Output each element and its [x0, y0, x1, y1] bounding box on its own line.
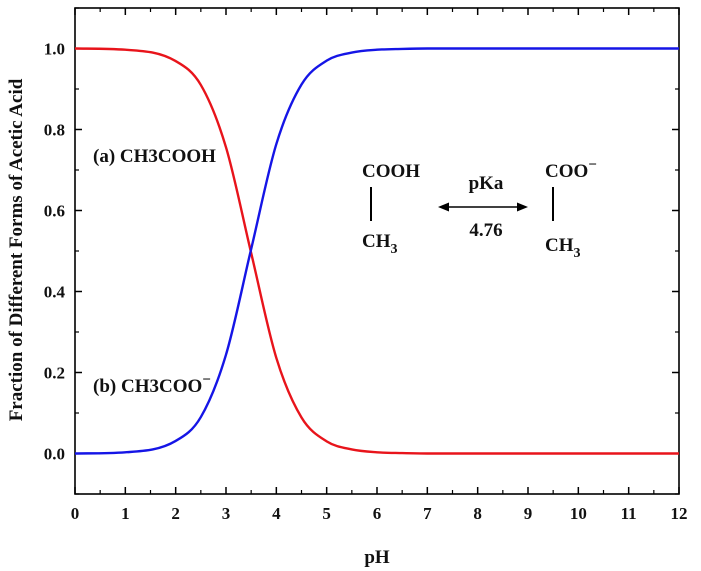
series-b-label-suffix: COO	[159, 376, 202, 397]
series-line-ch3cooh	[74, 47, 679, 455]
base-form-bottom: CH3	[545, 235, 581, 261]
x-tick-label: 2	[171, 504, 180, 523]
base-form-bottom-sub: 3	[574, 246, 581, 261]
pka-label: pKa	[469, 173, 504, 194]
x-tick-label: 8	[473, 504, 482, 523]
y-tick-label: 0.4	[44, 283, 66, 302]
series-b-label-sub: 3	[149, 376, 159, 397]
x-tick-label: 11	[621, 504, 637, 523]
series-a-label-suffix: COOH	[158, 146, 216, 167]
x-tick-label: 6	[373, 504, 382, 523]
x-tick-label: 12	[671, 504, 688, 523]
pka-value: 4.76	[469, 220, 502, 241]
y-tick-label: 0.0	[44, 445, 65, 464]
base-form-top-main: COO	[545, 161, 588, 182]
y-tick-label: 1.0	[44, 40, 65, 59]
axis-ticks: 0 1 2 3 4 5 6 7 8 9 10 11 120.00.20.40.60.81.0	[44, 7, 688, 523]
acid-form-bottom-sub: 3	[391, 242, 398, 257]
x-tick-label: 7	[423, 504, 432, 523]
series-a-label-sub: 3	[148, 146, 158, 167]
series-lines	[74, 47, 679, 455]
y-tick-label: 0.6	[44, 202, 65, 221]
acid-form-bottom: CH3	[362, 231, 398, 257]
series-b-label-sup: −	[202, 372, 211, 388]
series-b-label: (b) CH3COO−	[93, 372, 211, 397]
x-tick-label: 5	[322, 504, 331, 523]
x-tick-label: 3	[222, 504, 231, 523]
equilibrium-arrow-head-left	[438, 202, 449, 212]
series-b-label-prefix: (b) CH	[93, 376, 150, 397]
series-a-label-prefix: (a) CH	[93, 146, 149, 167]
base-form-top-sup: −	[588, 157, 597, 173]
x-tick-label: 10	[570, 504, 587, 523]
x-tick-label: 4	[272, 504, 281, 523]
x-axis-title: pH	[364, 547, 390, 568]
series-line-ch3coo	[74, 47, 679, 455]
y-tick-label: 0.2	[44, 364, 65, 383]
series-a-label: (a) CH3COOH	[93, 146, 216, 167]
acid-form-top: COOH	[362, 161, 420, 182]
x-tick-label: 1	[121, 504, 130, 523]
equilibrium-arrow-head-right	[517, 202, 528, 212]
equilibrium-arrow	[438, 202, 528, 212]
base-form-top: COO−	[545, 157, 597, 182]
x-tick-label: 0	[71, 504, 80, 523]
acid-form-bottom-main: CH	[362, 231, 391, 252]
base-form-bottom-main: CH	[545, 235, 574, 256]
y-axis-title: Fraction of Different Forms of Acetic Ac…	[6, 78, 27, 421]
y-tick-label: 0.8	[44, 121, 65, 140]
x-tick-label: 9	[524, 504, 533, 523]
